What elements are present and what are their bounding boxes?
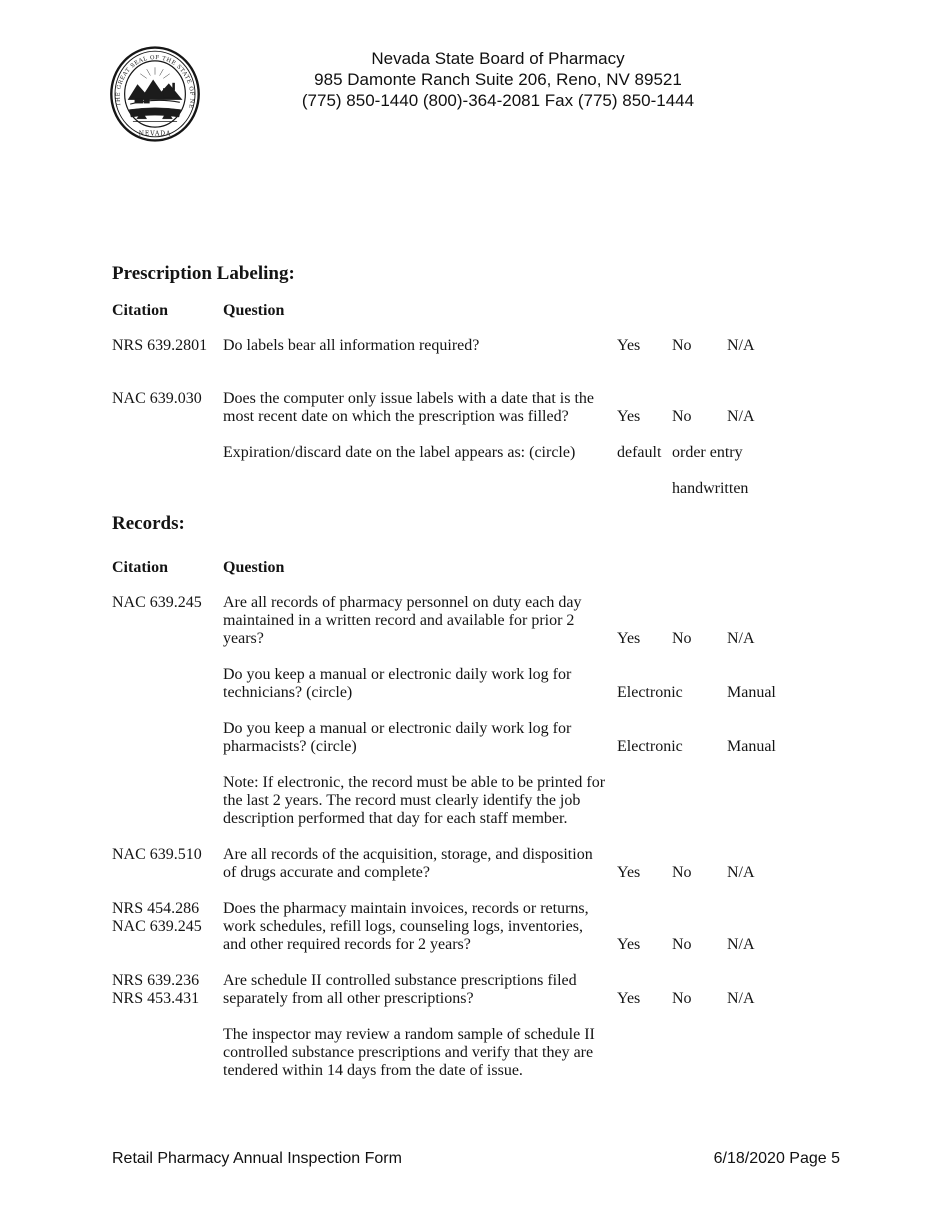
note-text: Note: If electronic, the record must be … xyxy=(223,774,606,827)
answer-options: Electronic Manual xyxy=(617,738,838,756)
question-cell: Are all records of the acquisition, stor… xyxy=(223,846,593,881)
citation-cell: NRS 639.2801 xyxy=(112,337,208,354)
form-row-note: Note: If electronic, the record must be … xyxy=(112,774,838,828)
letterhead: Nevada State Board of Pharmacy 985 Damon… xyxy=(0,48,950,111)
answer-options: handwritten xyxy=(617,480,838,498)
form-row: Do you keep a manual or electronic daily… xyxy=(112,720,838,756)
answer-option: No xyxy=(672,990,692,1007)
answer-options: Yes No N/A xyxy=(617,936,838,954)
form-row: NRS 454.286 NAC 639.245 Does the pharmac… xyxy=(112,900,838,954)
citation-cell: NAC 639.245 xyxy=(112,594,202,611)
citation-cell: NRS 454.286 NAC 639.245 xyxy=(112,900,202,935)
column-headers: Citation Question xyxy=(112,302,838,320)
question-cell: Does the computer only issue labels with… xyxy=(223,390,595,425)
question-cell: Expiration/discard date on the label app… xyxy=(223,444,576,461)
answer-option: Yes xyxy=(617,864,641,881)
footer-date-page: 6/18/2020 Page 5 xyxy=(713,1150,840,1167)
footer-form-title: Retail Pharmacy Annual Inspection Form xyxy=(112,1150,402,1167)
answer-option: Manual xyxy=(727,684,776,701)
form-row: NAC 639.245 Are all records of pharmacy … xyxy=(112,594,838,648)
form-row: Do you keep a manual or electronic daily… xyxy=(112,666,838,702)
section-records: Records: Citation Question NAC 639.245 A… xyxy=(112,512,838,1080)
question-column-header: Question xyxy=(223,302,285,319)
answer-options: Yes No N/A xyxy=(617,864,838,882)
question-cell: Do you keep a manual or electronic daily… xyxy=(223,720,572,755)
note-text: The inspector may review a random sample… xyxy=(223,1026,595,1079)
form-row: NRS 639.2801 Do labels bear all informat… xyxy=(112,337,838,355)
answer-option: No xyxy=(672,864,692,881)
section-title: Prescription Labeling: xyxy=(112,263,295,284)
answer-option: Electronic xyxy=(617,738,683,755)
answer-option: Yes xyxy=(617,408,641,425)
answer-options: Yes No N/A xyxy=(617,337,838,355)
page-footer: Retail Pharmacy Annual Inspection Form 6… xyxy=(112,1150,840,1168)
form-row: handwritten xyxy=(112,480,838,498)
answer-option: Yes xyxy=(617,337,641,354)
form-row: NRS 639.236 NRS 453.431 Are schedule II … xyxy=(112,972,838,1008)
org-phone: (775) 850-1440 (800)-364-2081 Fax (775) … xyxy=(301,91,695,110)
answer-option: No xyxy=(672,408,692,425)
question-cell: Does the pharmacy maintain invoices, rec… xyxy=(223,900,589,953)
answer-option: Yes xyxy=(617,936,641,953)
column-headers: Citation Question xyxy=(112,559,838,577)
answer-option: No xyxy=(672,337,692,354)
section-title: Records: xyxy=(112,513,185,534)
answer-option: order entry xyxy=(672,444,743,461)
question-cell: Are all records of pharmacy personnel on… xyxy=(223,594,582,647)
answer-option: N/A xyxy=(727,408,755,425)
answer-options: Yes No N/A xyxy=(617,408,838,426)
citation-cell: NAC 639.030 xyxy=(112,390,202,407)
citation-column-header: Citation xyxy=(112,559,168,576)
answer-options: Yes No N/A xyxy=(617,990,838,1008)
answer-option: handwritten xyxy=(672,480,749,497)
form-row: Expiration/discard date on the label app… xyxy=(112,444,838,462)
answer-option: N/A xyxy=(727,337,755,354)
answer-option: default xyxy=(617,444,662,461)
answer-option: N/A xyxy=(727,936,755,953)
answer-option: N/A xyxy=(727,630,755,647)
answer-options xyxy=(617,1062,838,1080)
answer-option: Yes xyxy=(617,630,641,647)
citation-cell: NAC 639.510 xyxy=(112,846,202,863)
question-cell: Do labels bear all information required? xyxy=(223,337,480,354)
answer-options: Electronic Manual xyxy=(617,684,838,702)
answer-option: Manual xyxy=(727,738,776,755)
form-content: Prescription Labeling: Citation Question… xyxy=(112,262,838,1080)
citation-column-header: Citation xyxy=(112,302,168,319)
question-column-header: Question xyxy=(223,559,285,576)
org-address: 985 Damonte Ranch Suite 206, Reno, NV 89… xyxy=(314,70,682,89)
form-row-note: The inspector may review a random sample… xyxy=(112,1026,838,1080)
section-prescription-labeling: Prescription Labeling: Citation Question… xyxy=(112,262,838,498)
answer-options: Yes No N/A xyxy=(617,630,838,648)
answer-option: Electronic xyxy=(617,684,683,701)
answer-options: default order entry xyxy=(617,444,838,462)
answer-option: No xyxy=(672,630,692,647)
answer-option: Yes xyxy=(617,990,641,1007)
nevada-state-seal-icon: THE GREAT SEAL OF THE STATE OF NEVADA NE… xyxy=(109,45,200,142)
citation-cell: NRS 639.236 NRS 453.431 xyxy=(112,972,200,1007)
answer-option: N/A xyxy=(727,864,755,881)
question-cell: Do you keep a manual or electronic daily… xyxy=(223,666,572,701)
svg-text:NEVADA: NEVADA xyxy=(139,130,171,137)
form-row: NAC 639.030 Does the computer only issue… xyxy=(112,390,838,426)
org-name: Nevada State Board of Pharmacy xyxy=(371,49,625,68)
question-cell: Are schedule II controlled substance pre… xyxy=(223,972,577,1007)
form-row: NAC 639.510 Are all records of the acqui… xyxy=(112,846,838,882)
answer-options xyxy=(617,810,838,828)
answer-option: N/A xyxy=(727,990,755,1007)
answer-option: No xyxy=(672,936,692,953)
